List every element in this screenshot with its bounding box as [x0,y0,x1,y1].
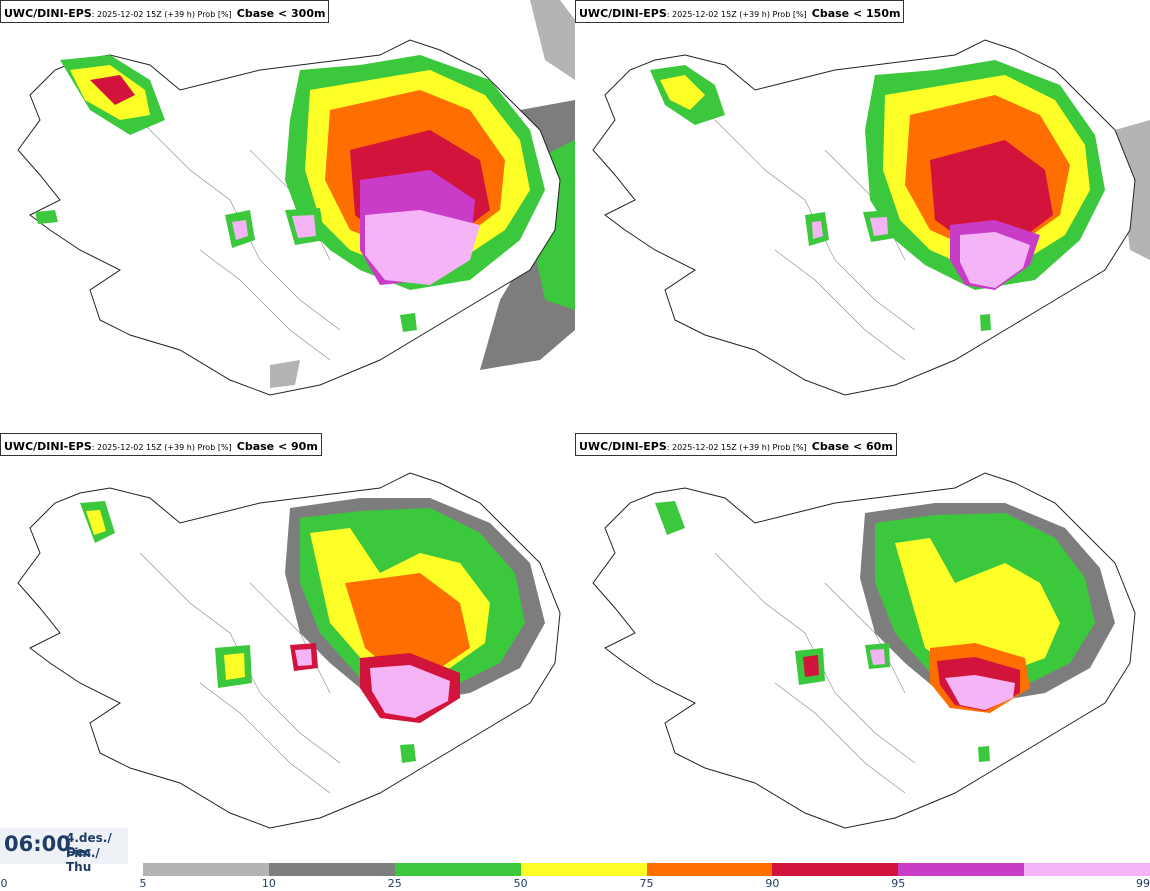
colorbar-segment [772,863,899,876]
colorbar-tick-label: 5 [139,877,147,890]
colorbar-segment [394,863,521,876]
colorbar-segment [143,863,269,876]
map-panel-cbase-150m: UWC/DINI-EPS: 2025-12-02 15Z (+39 h) Pro… [575,0,1150,433]
colorbar-ticks: 0 5 10 25 50 75 90 95 99 [0,877,1150,891]
iceland-map-300m [17,0,575,396]
valid-date: 4.des./ Dec [66,831,112,859]
valid-time: 06:00 [4,832,71,856]
colorbar-segment [646,863,773,876]
valid-weekday: Fim./ Thu [66,846,100,874]
variable-label: Cbase < 300m [236,7,326,20]
colorbar-tick-label: 99 [1136,877,1150,890]
panel-title: UWC/DINI-EPS: 2025-12-02 15Z (+39 h) Pro… [575,0,905,23]
variable-label: Cbase < 60m [811,440,893,453]
colorbar-tick-label: 0 [0,877,8,890]
variable-label: Cbase < 150m [811,7,901,20]
colorbar [143,863,1150,876]
colorbar-segment [1024,863,1150,876]
map-panel-cbase-90m: UWC/DINI-EPS: 2025-12-02 15Z (+39 h) Pro… [0,433,575,866]
model-name: UWC/DINI-EPS [4,440,92,453]
valid-time-box: 06:00 4.des./ Dec Fim./ Thu [0,828,128,874]
run-info: : 2025-12-02 15Z (+39 h) Prob [%] [91,10,232,19]
run-info: : 2025-12-02 15Z (+39 h) Prob [%] [666,443,807,452]
model-name: UWC/DINI-EPS [579,7,667,20]
colorbar-tick-label: 95 [891,877,906,890]
map-panel-cbase-300m: UWC/DINI-EPS: 2025-12-02 15Z (+39 h) Pro… [0,0,575,433]
iceland-map-90m [17,472,561,829]
iceland-map-150m [592,39,1150,396]
colorbar-tick-label: 10 [261,877,276,890]
panel-title: UWC/DINI-EPS: 2025-12-02 15Z (+39 h) Pro… [0,0,330,23]
colorbar-tick-label: 75 [639,877,654,890]
model-name: UWC/DINI-EPS [4,7,92,20]
run-info: : 2025-12-02 15Z (+39 h) Prob [%] [91,443,232,452]
colorbar-segment [268,863,395,876]
colorbar-segment [898,863,1025,876]
colorbar-segment [520,863,647,876]
panel-title: UWC/DINI-EPS: 2025-12-02 15Z (+39 h) Pro… [0,433,322,456]
colorbar-tick-label: 90 [765,877,780,890]
run-info: : 2025-12-02 15Z (+39 h) Prob [%] [666,10,807,19]
colorbar-tick-label: 50 [513,877,528,890]
iceland-map-60m [592,472,1136,829]
variable-label: Cbase < 90m [236,440,318,453]
colorbar-tick-label: 25 [387,877,402,890]
map-panel-cbase-60m: UWC/DINI-EPS: 2025-12-02 15Z (+39 h) Pro… [575,433,1150,866]
model-name: UWC/DINI-EPS [579,440,667,453]
panel-title: UWC/DINI-EPS: 2025-12-02 15Z (+39 h) Pro… [575,433,897,456]
